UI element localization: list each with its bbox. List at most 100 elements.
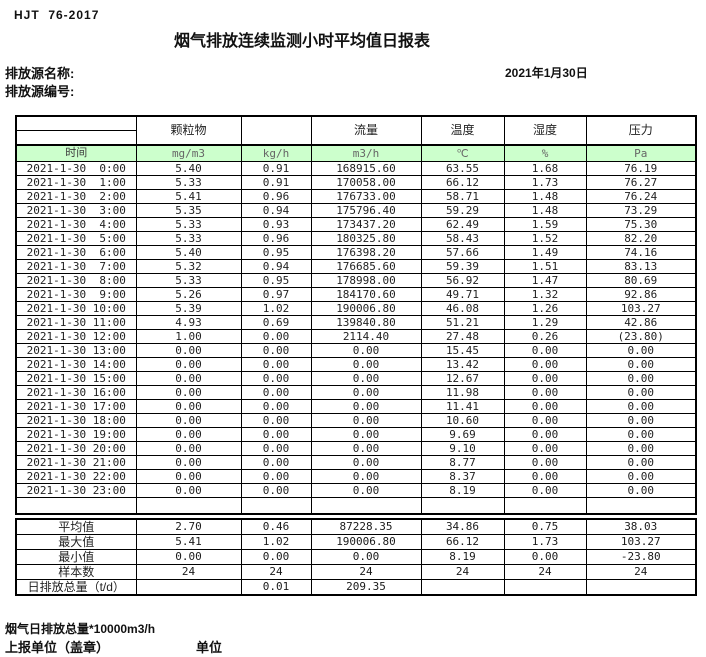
value-cell: 190006.80 (310, 534, 422, 550)
unit-mg-m3: mg/m3 (135, 144, 242, 162)
value-cell: 8.19 (420, 549, 505, 565)
value-cell: 1.48 (503, 189, 587, 204)
value-cell: 42.86 (585, 315, 697, 330)
table-row: 2021-1-30 11:00 4.93 0.69 139840.80 51.21 1.2… (15, 315, 697, 330)
value-cell: 0.00 (585, 455, 697, 470)
time-cell: 2021-1-30 22:00 (15, 469, 137, 484)
value-cell: 0.94 (240, 259, 312, 274)
unit-percent: % (503, 144, 587, 162)
value-cell: 1.48 (503, 203, 587, 218)
value-cell: 4.93 (135, 315, 242, 330)
value-cell: 13.42 (420, 357, 505, 372)
value-cell: 24 (503, 564, 587, 580)
table-row: 2021-1-30 13:00 0.00 0.00 0.00 15.45 0.00 0.00 (15, 343, 697, 358)
value-cell: 176398.20 (310, 245, 422, 260)
table-row: 2021-1-30 6:00 5.40 0.95 176398.20 57.66 1.49… (15, 245, 697, 260)
summary-table: 平均值 2.70 0.46 87228.35 34.86 0.75 38.03 最大值 5.41… (15, 518, 697, 596)
time-cell: 2021-1-30 14:00 (15, 357, 137, 372)
table-row: 2021-1-30 14:00 0.00 0.00 0.00 13.42 0.00 0.00 (15, 357, 697, 372)
table-row: 2021-1-30 2:00 5.41 0.96 176733.00 58.71 1.48… (15, 189, 697, 204)
value-cell: 176733.00 (310, 189, 422, 204)
value-cell: 168915.60 (310, 161, 422, 176)
hourly-data-table: 颗粒物 流量 温度 湿度 压力 时间 mg/m3 kg/h m3/h ℃ % (15, 115, 697, 515)
value-cell: 0.00 (585, 371, 697, 386)
value-cell: 0.00 (503, 455, 587, 470)
value-cell: 76.19 (585, 161, 697, 176)
value-cell: 82.20 (585, 231, 697, 246)
value-cell: 0.93 (240, 217, 312, 232)
col-group-blank (240, 115, 312, 146)
header-blank-top-cell (15, 115, 137, 131)
value-cell: 184170.60 (310, 287, 422, 302)
value-cell: 5.33 (135, 217, 242, 232)
value-cell: 73.29 (585, 203, 697, 218)
value-cell: 66.12 (420, 534, 505, 550)
value-cell: 49.71 (420, 287, 505, 302)
table-row: 2021-1-30 23:00 0.00 0.00 0.00 8.19 0.00 0.00 (15, 483, 697, 498)
value-cell: 0.00 (135, 455, 242, 470)
value-cell: 0.00 (310, 441, 422, 456)
value-cell: 0.69 (240, 315, 312, 330)
value-cell: 80.69 (585, 273, 697, 288)
standard-number: HJT 76-2017 (14, 8, 100, 22)
value-cell: 0.96 (240, 231, 312, 246)
table-row: 2021-1-30 15:00 0.00 0.00 0.00 12.67 0.00 0.00 (15, 371, 697, 386)
value-cell: 0.00 (585, 441, 697, 456)
value-cell: 0.00 (240, 549, 312, 565)
value-cell: 1.02 (240, 534, 312, 550)
value-cell: 1.02 (240, 301, 312, 316)
value-cell: 5.33 (135, 273, 242, 288)
table-row: 2021-1-30 10:00 5.39 1.02 190006.80 46.08 1.2… (15, 301, 697, 316)
summary-row: 日排放总量（t/d） 0.01 209.35 (15, 579, 697, 596)
value-cell: 59.39 (420, 259, 505, 274)
value-cell: 0.00 (503, 343, 587, 358)
value-cell: 0.00 (310, 385, 422, 400)
value-cell: 0.00 (240, 371, 312, 386)
page-title: 烟气排放连续监测小时平均值日报表 (173, 33, 430, 50)
time-cell: 2021-1-30 21:00 (15, 455, 137, 470)
value-cell: 0.00 (135, 441, 242, 456)
value-cell: 0.00 (135, 483, 242, 498)
value-cell: 0.91 (240, 161, 312, 176)
value-cell: 178998.00 (310, 273, 422, 288)
value-cell: 34.86 (420, 518, 505, 535)
value-cell: 2114.40 (310, 329, 422, 344)
value-cell: 0.00 (310, 455, 422, 470)
col-group-humidity: 湿度 (503, 115, 587, 146)
value-cell: 8.19 (420, 483, 505, 498)
table-row: 2021-1-30 7:00 5.32 0.94 176685.60 59.39 1.51… (15, 259, 697, 274)
time-column-header: 时间 (15, 144, 137, 162)
value-cell: 24 (240, 564, 312, 580)
time-cell: 2021-1-30 9:00 (15, 287, 137, 302)
value-cell: 0.95 (240, 245, 312, 260)
table-row: 2021-1-30 12:00 1.00 0.00 2114.40 27.48 0.26(… (15, 329, 697, 344)
summary-row: 最大值 5.41 1.02 190006.80 66.12 1.73 103.27 (15, 534, 697, 550)
value-cell: 5.33 (135, 231, 242, 246)
value-cell: 0.00 (503, 549, 587, 565)
summary-row: 最小值 0.00 0.00 0.00 8.19 0.00 -23.80 (15, 549, 697, 565)
time-cell: 2021-1-30 23:00 (15, 483, 137, 498)
value-cell: 0.00 (310, 413, 422, 428)
table-row: 2021-1-30 16:00 0.00 0.00 0.00 11.98 0.00 0.00 (15, 385, 697, 400)
value-cell: 0.26 (503, 329, 587, 344)
value-cell: 38.03 (585, 518, 697, 535)
value-cell: 0.91 (240, 175, 312, 190)
value-cell: 175796.40 (310, 203, 422, 218)
value-cell (420, 579, 505, 596)
time-cell: 2021-1-30 7:00 (15, 259, 137, 274)
table-row: 2021-1-30 3:00 5.35 0.94 175796.40 59.29 1.48… (15, 203, 697, 218)
value-cell: 0.00 (585, 385, 697, 400)
value-cell: 0.97 (240, 287, 312, 302)
unit-m3-h: m3/h (310, 144, 422, 162)
value-cell: 0.00 (503, 385, 587, 400)
value-cell: 0.00 (585, 343, 697, 358)
time-cell: 2021-1-30 13:00 (15, 343, 137, 358)
value-cell: 83.13 (585, 259, 697, 274)
value-cell: 0.00 (135, 469, 242, 484)
value-cell (135, 579, 242, 596)
value-cell: 170058.00 (310, 175, 422, 190)
value-cell: 0.00 (503, 371, 587, 386)
value-cell: 1.73 (503, 534, 587, 550)
col-group-particulate: 颗粒物 (135, 115, 242, 146)
source-name-label: 排放源名称: (5, 66, 75, 81)
